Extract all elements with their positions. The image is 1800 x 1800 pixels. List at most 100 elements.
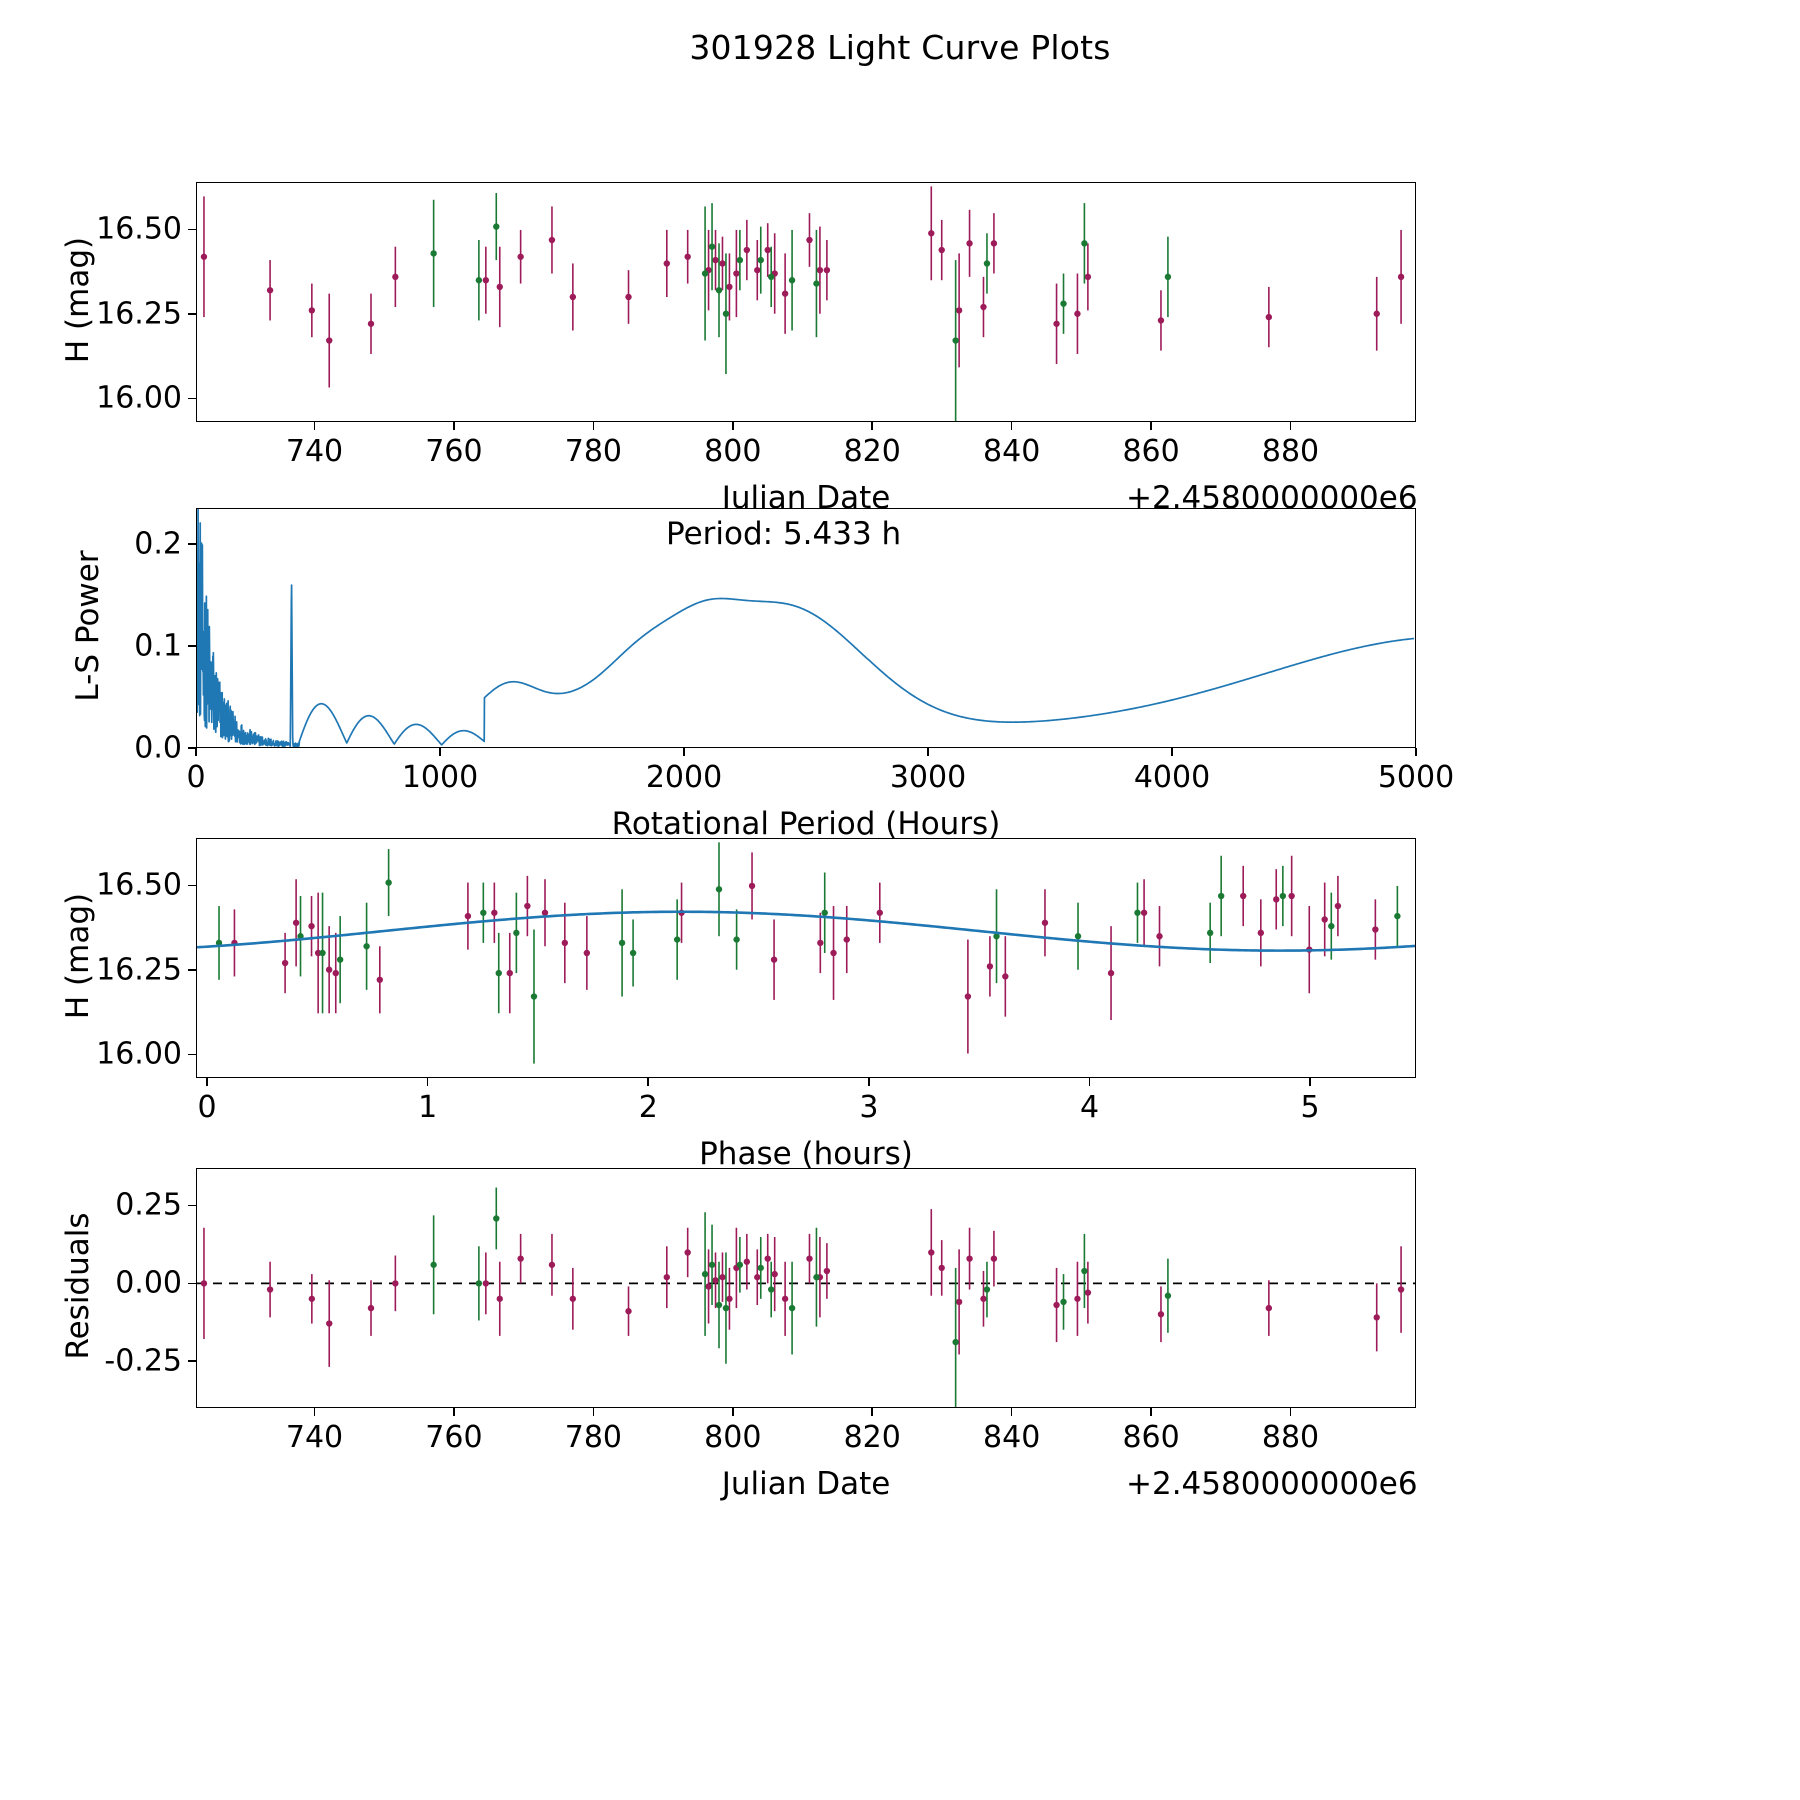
panel2-canvas <box>197 509 1415 747</box>
y-tick-label: -0.25 <box>104 1343 182 1379</box>
y-tickmark <box>188 1053 196 1056</box>
x-tick-label: 0 <box>197 1090 217 1125</box>
series-magenta-band <box>200 1209 1405 1367</box>
x-tickmark <box>313 422 316 430</box>
y-tick-label: 0.00 <box>115 1265 182 1301</box>
x-tick-label: 5000 <box>1377 760 1455 795</box>
x-tick-label: 820 <box>843 1420 901 1455</box>
x-tickmark <box>647 1078 650 1086</box>
x-tickmark <box>206 1078 208 1086</box>
x-tick-label: 3000 <box>889 760 967 795</box>
x-tick-label: 760 <box>425 1420 483 1455</box>
phase-folded-lightcurve-plot <box>196 838 1416 1078</box>
x-tickmark <box>1150 1408 1152 1416</box>
y-tick-label: 16.25 <box>96 952 182 988</box>
y-tick-label: 0.2 <box>134 526 182 562</box>
y-tick-label: 0.1 <box>134 628 182 664</box>
x-tick-label: 800 <box>704 1420 762 1455</box>
lomb-scargle-periodogram-plot <box>196 508 1416 748</box>
x-tick-label: 860 <box>1122 1420 1180 1455</box>
x-tick-label: 760 <box>425 434 483 469</box>
y-tick-label: 16.00 <box>96 380 182 416</box>
periodogram-line <box>197 509 1414 747</box>
y-tickmark <box>188 884 196 887</box>
x-tick-label: 780 <box>564 1420 622 1455</box>
y-tickmark <box>188 1204 196 1207</box>
x-tickmark <box>871 1408 874 1416</box>
x-tickmark <box>1415 748 1417 756</box>
panel4-x-axis-label: Julian Date <box>721 1466 891 1502</box>
panel3-canvas <box>197 839 1415 1077</box>
x-tickmark <box>1010 1408 1013 1416</box>
panel4-canvas <box>197 1169 1415 1407</box>
y-tick-label: 0.0 <box>134 730 182 766</box>
x-tickmark <box>732 1408 734 1416</box>
x-tick-label: 2000 <box>645 760 723 795</box>
x-tickmark <box>1010 422 1013 430</box>
x-tick-label: 0 <box>186 760 206 795</box>
y-tickmark <box>188 542 196 545</box>
y-tickmark <box>188 645 196 647</box>
y-tick-label: 16.00 <box>96 1036 182 1072</box>
y-tickmark <box>188 747 196 749</box>
x-tickmark <box>592 1408 595 1416</box>
x-tickmark <box>683 748 685 756</box>
sinusoidal-fit-line <box>197 912 1415 951</box>
panel2-y-axis-label: L-S Power <box>70 550 106 702</box>
x-tick-label: 1000 <box>401 760 479 795</box>
x-tick-label: 1 <box>418 1090 438 1125</box>
x-tick-label: 800 <box>704 434 762 469</box>
x-tick-label: 880 <box>1261 434 1320 469</box>
x-tick-label: 2 <box>638 1090 658 1125</box>
x-tickmark <box>439 748 441 756</box>
panel1-y-axis-label: H (mag) <box>60 236 96 364</box>
x-tickmark <box>1309 1078 1311 1086</box>
y-tickmark <box>188 313 196 315</box>
x-tickmark <box>1171 748 1173 756</box>
x-tick-label: 4 <box>1079 1090 1100 1125</box>
x-tick-label: 740 <box>285 434 344 469</box>
figure-title: 301928 Light Curve Plots <box>689 28 1111 67</box>
series-green-band <box>215 842 1401 1063</box>
x-tick-label: 3 <box>859 1090 879 1125</box>
x-tickmark <box>1289 422 1292 430</box>
x-tick-label: 840 <box>983 434 1041 469</box>
y-tickmark <box>188 969 196 971</box>
x-tickmark <box>592 422 595 430</box>
panel1-canvas <box>200 183 1405 421</box>
residuals-plot <box>196 1168 1416 1408</box>
x-tickmark <box>453 422 455 430</box>
x-tickmark <box>1289 1408 1292 1416</box>
y-tick-label: 0.25 <box>115 1187 182 1223</box>
series-magenta-band <box>231 852 1379 1053</box>
x-tick-label: 780 <box>564 434 622 469</box>
x-tick-label: 5 <box>1300 1090 1320 1125</box>
x-tick-label: 840 <box>983 1420 1041 1455</box>
lightcurve-time-series-plot <box>196 182 1416 422</box>
y-tickmark <box>188 397 196 400</box>
x-tick-label: 860 <box>1122 434 1180 469</box>
x-tickmark <box>1150 422 1152 430</box>
x-tick-label: 740 <box>285 1420 344 1455</box>
y-tickmark <box>188 228 196 231</box>
series-green-band <box>430 193 1172 421</box>
series-magenta-band <box>200 186 1405 387</box>
x-tickmark <box>871 422 874 430</box>
x-tickmark <box>868 1078 870 1086</box>
x-tickmark <box>453 1408 455 1416</box>
x-tick-label: 820 <box>843 434 901 469</box>
panel3-x-axis-label: Phase (hours) <box>699 1136 913 1172</box>
period-annotation: Period: 5.433 h <box>666 516 902 552</box>
x-tickmark <box>732 422 734 430</box>
x-tickmark <box>313 1408 316 1416</box>
x-tick-label: 880 <box>1261 1420 1320 1455</box>
x-tick-label: 4000 <box>1133 760 1211 795</box>
series-green-band <box>430 1188 1172 1407</box>
y-tickmark <box>188 1360 196 1363</box>
y-tick-label: 16.25 <box>96 296 182 332</box>
panel4-y-axis-label: Residuals <box>60 1212 96 1360</box>
panel2-x-axis-label: Rotational Period (Hours) <box>611 806 1001 842</box>
x-tickmark <box>1088 1078 1091 1086</box>
x-tickmark <box>195 748 197 756</box>
